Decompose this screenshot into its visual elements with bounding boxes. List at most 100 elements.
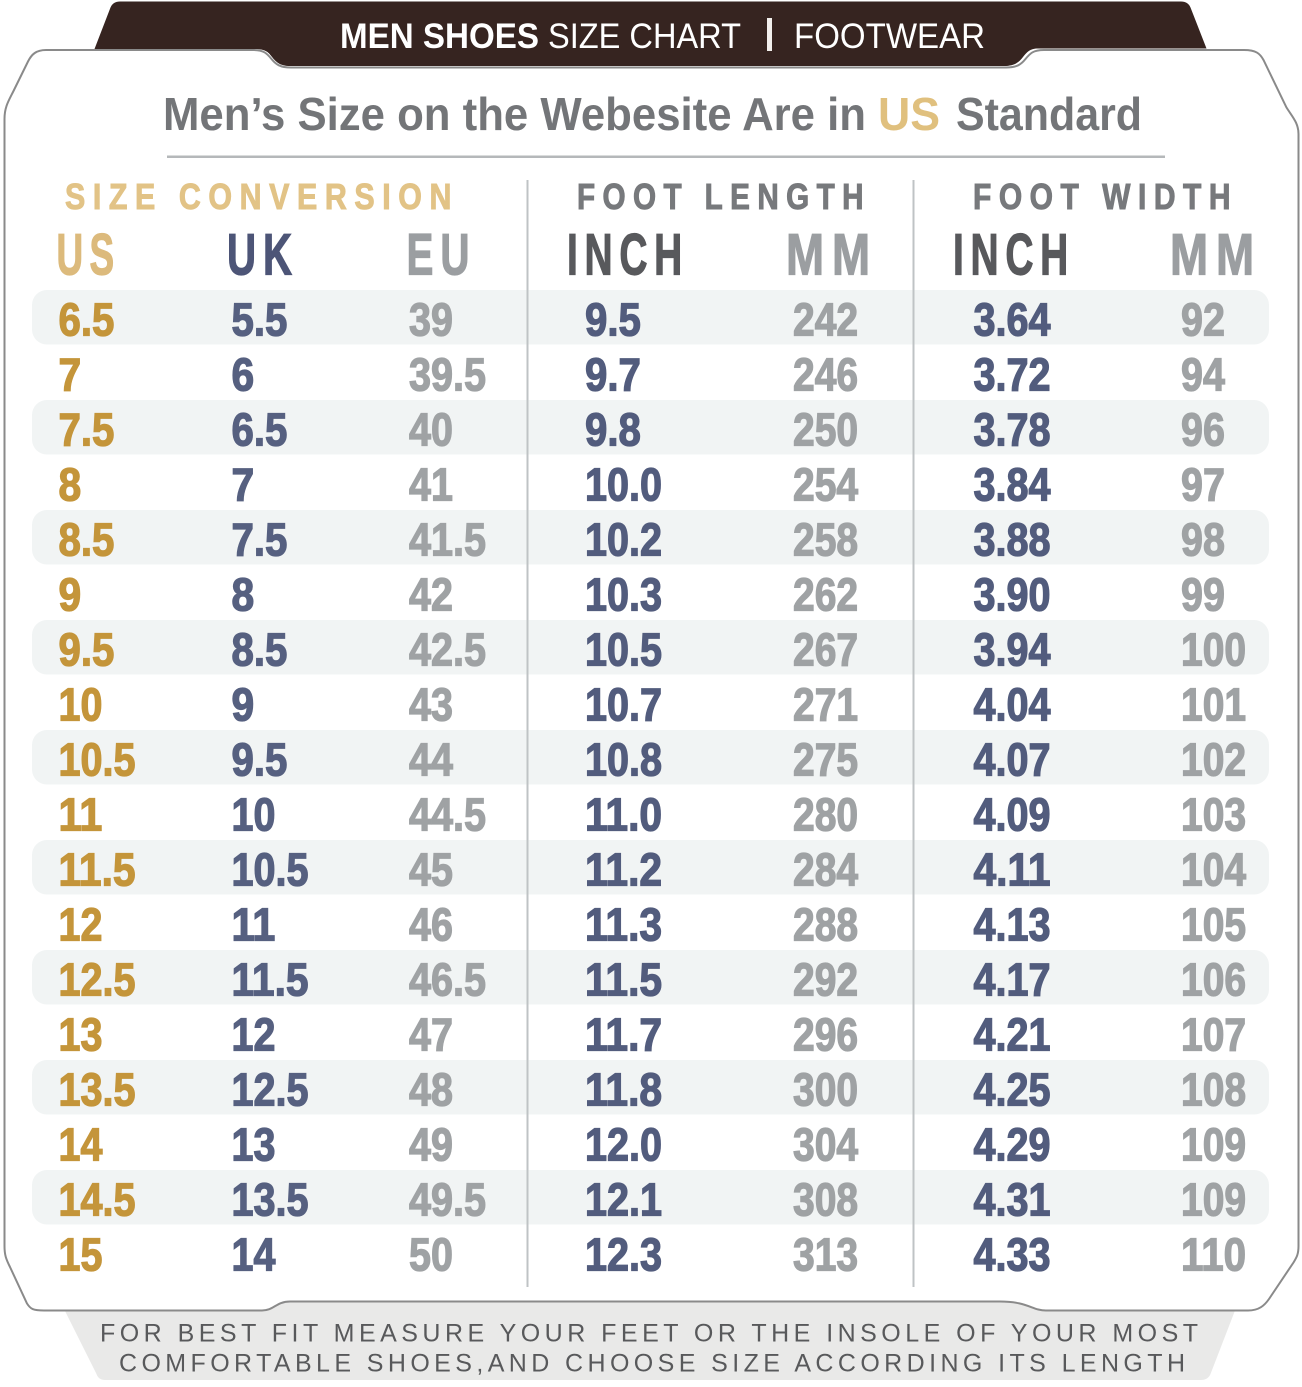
svg-text:300: 300 xyxy=(793,1064,858,1116)
svg-text:11: 11 xyxy=(232,899,276,951)
svg-text:3.94: 3.94 xyxy=(974,624,1051,676)
svg-text:39.5: 39.5 xyxy=(409,349,486,401)
svg-text:250: 250 xyxy=(793,404,858,456)
svg-text:4.04: 4.04 xyxy=(974,679,1051,731)
svg-text:246: 246 xyxy=(793,349,858,401)
svg-text:12.5: 12.5 xyxy=(232,1064,309,1116)
svg-text:9: 9 xyxy=(232,679,255,731)
svg-text:3.84: 3.84 xyxy=(974,459,1051,511)
svg-text:4.31: 4.31 xyxy=(974,1174,1051,1226)
svg-text:107: 107 xyxy=(1181,1009,1246,1061)
svg-text:4.33: 4.33 xyxy=(974,1229,1051,1281)
svg-text:6.5: 6.5 xyxy=(59,294,115,346)
svg-text:9.8: 9.8 xyxy=(585,404,641,456)
svg-text:9.5: 9.5 xyxy=(59,624,115,676)
svg-text:12: 12 xyxy=(59,899,103,951)
svg-text:9.5: 9.5 xyxy=(232,734,288,786)
svg-text:4.25: 4.25 xyxy=(974,1064,1051,1116)
svg-text:11.7: 11.7 xyxy=(585,1009,662,1061)
svg-text:EU: EU xyxy=(407,223,477,288)
svg-text:12.0: 12.0 xyxy=(585,1119,662,1171)
svg-text:12.1: 12.1 xyxy=(585,1174,662,1226)
svg-text:10.7: 10.7 xyxy=(585,679,662,731)
svg-text:108: 108 xyxy=(1181,1064,1246,1116)
svg-text:10.5: 10.5 xyxy=(232,844,309,896)
svg-text:SIZE CONVERSION: SIZE CONVERSION xyxy=(65,176,459,217)
svg-text:SIZE CHART: SIZE CHART xyxy=(548,17,741,56)
svg-text:FOOT LENGTH: FOOT LENGTH xyxy=(577,176,871,217)
svg-text:MM: MM xyxy=(1170,223,1262,288)
svg-text:8: 8 xyxy=(59,459,82,511)
svg-text:10: 10 xyxy=(232,789,276,841)
svg-text:UK: UK xyxy=(227,223,299,288)
svg-text:3.88: 3.88 xyxy=(974,514,1051,566)
svg-text:11.8: 11.8 xyxy=(585,1064,662,1116)
svg-text:13.5: 13.5 xyxy=(232,1174,309,1226)
svg-text:3.72: 3.72 xyxy=(974,349,1051,401)
svg-text:109: 109 xyxy=(1181,1174,1246,1226)
svg-text:11.2: 11.2 xyxy=(585,844,662,896)
svg-text:313: 313 xyxy=(793,1229,858,1281)
svg-text:3.64: 3.64 xyxy=(974,294,1051,346)
svg-text:6.5: 6.5 xyxy=(232,404,288,456)
svg-text:9.7: 9.7 xyxy=(585,349,641,401)
svg-text:102: 102 xyxy=(1181,734,1246,786)
svg-text:13: 13 xyxy=(232,1119,276,1171)
svg-text:258: 258 xyxy=(793,514,858,566)
svg-text:FOOT WIDTH: FOOT WIDTH xyxy=(973,176,1238,217)
svg-text:11.5: 11.5 xyxy=(59,844,136,896)
svg-text:12.5: 12.5 xyxy=(59,954,136,1006)
svg-text:41.5: 41.5 xyxy=(409,514,486,566)
svg-text:10.5: 10.5 xyxy=(585,624,662,676)
svg-text:262: 262 xyxy=(793,569,858,621)
svg-text:100: 100 xyxy=(1181,624,1246,676)
svg-text:41: 41 xyxy=(409,459,453,511)
svg-text:47: 47 xyxy=(409,1009,453,1061)
svg-text:4.29: 4.29 xyxy=(974,1119,1051,1171)
svg-text:99: 99 xyxy=(1181,569,1225,621)
svg-text:8: 8 xyxy=(232,569,255,621)
svg-text:46: 46 xyxy=(409,899,453,951)
svg-text:43: 43 xyxy=(409,679,453,731)
svg-text:308: 308 xyxy=(793,1174,858,1226)
svg-text:INCH: INCH xyxy=(953,223,1075,288)
svg-text:4.07: 4.07 xyxy=(974,734,1051,786)
svg-text:Standard: Standard xyxy=(956,88,1142,140)
svg-text:106: 106 xyxy=(1181,954,1246,1006)
svg-text:101: 101 xyxy=(1181,679,1246,731)
svg-text:12: 12 xyxy=(232,1009,276,1061)
svg-text:5.5: 5.5 xyxy=(232,294,288,346)
svg-text:10: 10 xyxy=(59,679,103,731)
svg-text:10.2: 10.2 xyxy=(585,514,662,566)
svg-text:7: 7 xyxy=(59,349,82,401)
svg-text:7.5: 7.5 xyxy=(59,404,115,456)
svg-text:COMFORTABLE SHOES,AND CHOOSE S: COMFORTABLE SHOES,AND CHOOSE SIZE ACCORD… xyxy=(119,1350,1188,1378)
svg-text:Men’s Size on the Webesite Are: Men’s Size on the Webesite Are in xyxy=(163,88,866,140)
svg-text:3.90: 3.90 xyxy=(974,569,1051,621)
svg-text:242: 242 xyxy=(793,294,858,346)
svg-text:8.5: 8.5 xyxy=(59,514,115,566)
svg-text:13.5: 13.5 xyxy=(59,1064,136,1116)
svg-text:9: 9 xyxy=(59,569,82,621)
svg-text:44: 44 xyxy=(409,734,453,786)
svg-text:296: 296 xyxy=(793,1009,858,1061)
svg-text:INCH: INCH xyxy=(567,223,689,288)
svg-text:284: 284 xyxy=(793,844,858,896)
svg-text:39: 39 xyxy=(409,294,453,346)
svg-text:42: 42 xyxy=(409,569,453,621)
svg-text:15: 15 xyxy=(59,1229,103,1281)
svg-text:42.5: 42.5 xyxy=(409,624,486,676)
svg-text:FOR BEST FIT MEASURE YOUR FEET: FOR BEST FIT MEASURE YOUR FEET OR THE IN… xyxy=(100,1320,1201,1348)
svg-text:45: 45 xyxy=(409,844,453,896)
svg-text:275: 275 xyxy=(793,734,858,786)
svg-text:12.3: 12.3 xyxy=(585,1229,662,1281)
svg-text:267: 267 xyxy=(793,624,858,676)
svg-text:11.0: 11.0 xyxy=(585,789,662,841)
svg-text:4.11: 4.11 xyxy=(974,844,1051,896)
svg-text:14: 14 xyxy=(59,1119,103,1171)
svg-text:11.3: 11.3 xyxy=(585,899,662,951)
svg-text:11.5: 11.5 xyxy=(585,954,662,1006)
svg-text:103: 103 xyxy=(1181,789,1246,841)
svg-text:7.5: 7.5 xyxy=(232,514,288,566)
svg-text:US: US xyxy=(57,223,121,288)
